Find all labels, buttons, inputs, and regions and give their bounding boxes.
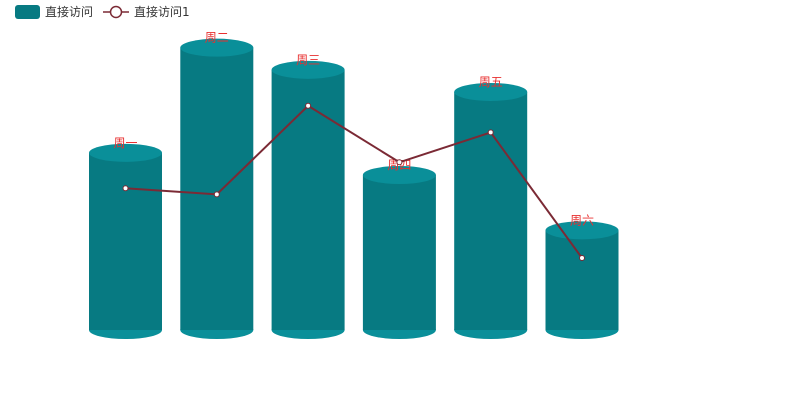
bar-top <box>271 60 345 79</box>
bar-1[interactable] <box>89 143 162 339</box>
legend-item-bar[interactable]: 直接访问 <box>15 4 93 19</box>
bar-2[interactable] <box>180 38 254 339</box>
line-point-3[interactable] <box>305 102 312 109</box>
bar-6[interactable] <box>545 221 619 339</box>
bar-body <box>89 152 162 330</box>
bar-body <box>271 69 345 331</box>
legend: 直接访问 直接访问1 <box>15 4 190 19</box>
bar-body <box>362 175 436 330</box>
line-path <box>125 104 583 259</box>
bar-body <box>180 47 254 331</box>
bar-top <box>454 82 528 101</box>
legend-bar-label: 直接访问 <box>45 4 93 19</box>
bar-label-3: 周三 <box>296 53 320 67</box>
bar-top <box>180 38 254 57</box>
line-point-4[interactable] <box>396 159 403 166</box>
bar-top <box>89 143 162 162</box>
bar-label-2: 周二 <box>205 31 229 45</box>
bar-label-5: 周五 <box>479 75 503 89</box>
bar-top <box>362 166 436 184</box>
legend-bar-swatch <box>15 5 40 19</box>
legend-line-marker <box>109 5 123 19</box>
bar-top <box>545 221 619 240</box>
bar-body <box>454 91 528 330</box>
bar-label-1: 周一 <box>113 136 137 150</box>
bar-label-6: 周六 <box>570 213 594 227</box>
line-point-5[interactable] <box>487 129 494 136</box>
line-point-1[interactable] <box>122 185 129 192</box>
bar-5[interactable] <box>454 82 528 339</box>
bar-body <box>545 230 619 330</box>
line-point-6[interactable] <box>579 255 585 262</box>
line-series <box>122 102 585 262</box>
legend-line-label: 直接访问1 <box>134 4 190 19</box>
line-point-2[interactable] <box>213 191 220 198</box>
legend-item-line[interactable]: 直接访问1 <box>103 4 190 19</box>
bar-series <box>89 38 619 339</box>
bar-4[interactable] <box>362 166 436 339</box>
bar-3[interactable] <box>271 60 345 339</box>
